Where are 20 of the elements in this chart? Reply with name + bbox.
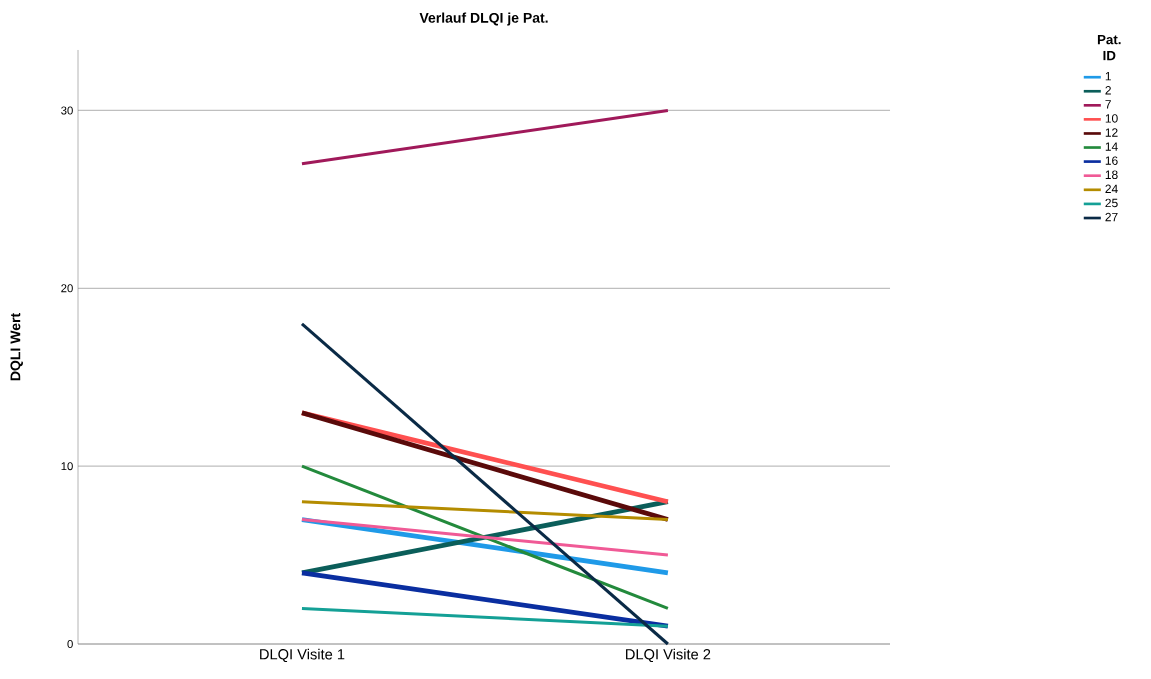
legend-label: 24 — [1105, 184, 1118, 193]
chart-title: Verlauf DLQI je Pat. — [419, 12, 548, 26]
legend-label: 25 — [1105, 198, 1118, 208]
y-tick-label: 10 — [61, 462, 73, 471]
legend-title: Pat. ID — [1097, 34, 1121, 61]
y-axis-title: DQLI Wert — [10, 313, 23, 381]
legend-label: 27 — [1105, 212, 1118, 222]
legend-label: 14 — [1105, 142, 1118, 151]
legend-label: 18 — [1105, 170, 1118, 179]
y-tick-label: 20 — [61, 284, 73, 293]
legend-label: 12 — [1105, 128, 1118, 137]
legend-label: 1 — [1105, 72, 1111, 81]
legend-label: 10 — [1105, 114, 1118, 123]
legend-label: 16 — [1105, 156, 1118, 165]
legend-label: 7 — [1105, 100, 1111, 109]
x-tick-label: DLQI Visite 1 — [260, 648, 345, 663]
y-tick-label: 30 — [61, 106, 73, 115]
legend-label: 2 — [1105, 86, 1111, 95]
y-tick-label: 0 — [67, 640, 73, 649]
x-tick-label: DLQI Visite 2 — [626, 648, 711, 663]
